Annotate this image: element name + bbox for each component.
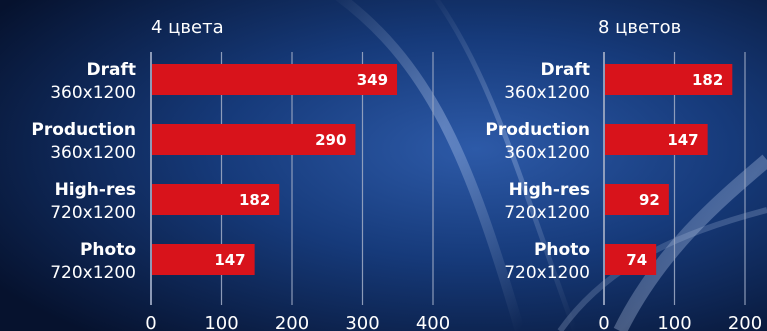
x-tick-label: 100 — [204, 313, 238, 331]
chart-2: 8 цветов 0 100 200 Draft 360x1200 182 Productio… — [485, 17, 762, 331]
chart-1: 4 цвета 0 100 200 300 400 Draft 360x1200 349 Prod… — [31, 17, 450, 331]
bar-value-label: 74 — [626, 251, 647, 269]
category-resolution: 360x1200 — [504, 83, 590, 103]
category-name: Photo — [80, 240, 136, 260]
category-name: Draft — [87, 60, 137, 80]
bar-value-label: 147 — [667, 131, 698, 149]
bar — [152, 244, 255, 275]
x-tick-label: 0 — [145, 313, 156, 331]
bar-value-label: 147 — [214, 251, 245, 269]
category-name: Photo — [534, 240, 590, 260]
category-resolution: 360x1200 — [50, 143, 136, 163]
category-name: High-res — [55, 180, 136, 200]
category-resolution: 360x1200 — [504, 143, 590, 163]
bar-value-label: 182 — [239, 191, 270, 209]
x-tick-label: 300 — [345, 313, 379, 331]
category-name: High-res — [509, 180, 590, 200]
bar — [152, 64, 398, 95]
category-name: Production — [31, 120, 136, 140]
bar — [605, 184, 669, 215]
category-resolution: 720x1200 — [504, 203, 590, 223]
bar-value-label: 349 — [357, 71, 388, 89]
x-tick-label: 100 — [657, 313, 691, 331]
category-name: Production — [485, 120, 590, 140]
chart-title: 8 цветов — [598, 17, 681, 38]
bar-value-label: 182 — [692, 71, 723, 89]
bar — [605, 124, 708, 155]
x-tick-label: 400 — [416, 313, 450, 331]
bar-value-label: 290 — [315, 131, 346, 149]
x-tick-label: 0 — [598, 313, 609, 331]
x-tick-label: 200 — [728, 313, 762, 331]
category-resolution: 720x1200 — [50, 263, 136, 283]
bar-value-label: 92 — [639, 191, 660, 209]
x-tick-label: 200 — [275, 313, 309, 331]
category-name: Draft — [541, 60, 591, 80]
bar — [152, 124, 356, 155]
category-resolution: 720x1200 — [504, 263, 590, 283]
category-resolution: 360x1200 — [50, 83, 136, 103]
bar — [605, 64, 733, 95]
category-resolution: 720x1200 — [50, 203, 136, 223]
bar — [605, 244, 657, 275]
chart-title: 4 цвета — [151, 17, 224, 38]
bar — [152, 184, 280, 215]
